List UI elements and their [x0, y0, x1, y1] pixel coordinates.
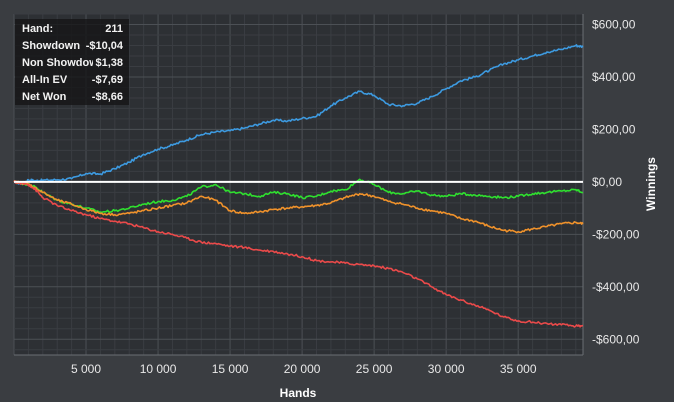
- info-row-hand: Hand: 211: [22, 21, 123, 38]
- x-tick-label: 15 000: [212, 362, 249, 376]
- info-value: -$10,04: [85, 40, 123, 52]
- info-row-net-won: Net Won -$8,66: [22, 89, 123, 106]
- x-tick-label: 20 000: [284, 362, 321, 376]
- info-label: Hand:: [22, 23, 54, 35]
- y-tick-label: -$400,00: [592, 280, 640, 294]
- info-value: $1,38: [95, 57, 123, 69]
- info-row-showdown: Showdown -$10,04: [22, 38, 123, 55]
- x-axis-ticks: 5 000 10 000 15 000 20 000 25 000 30 000 35 00…: [71, 362, 537, 376]
- x-tick-label: 10 000: [140, 362, 177, 376]
- info-label: Net Won: [22, 91, 67, 103]
- y-tick-label: -$600,00: [592, 332, 640, 346]
- hand-info-panel: Hand: 211 Showdown -$10,04 Non Showdown …: [15, 19, 129, 105]
- y-tick-label: -$200,00: [592, 227, 640, 241]
- y-axis-ticks: $600,00 $400,00 $200,00 $0,00 -$200,00 -$400,…: [592, 17, 640, 346]
- info-row-all-in-ev: All-In EV -$7,69: [22, 72, 123, 89]
- x-tick-label: 35 000: [500, 362, 537, 376]
- info-label: All-In EV: [22, 74, 68, 86]
- series-lines: [13, 44, 584, 328]
- x-tick-label: 25 000: [356, 362, 393, 376]
- x-axis-title: Hands: [280, 386, 317, 400]
- y-tick-label: $400,00: [592, 70, 636, 84]
- y-tick-label: $600,00: [592, 17, 636, 31]
- series-line-2: [13, 178, 584, 214]
- info-label: Showdown: [22, 40, 81, 52]
- series-line-4: [13, 180, 584, 328]
- y-tick-label: $0,00: [592, 175, 622, 189]
- y-tick-label: $200,00: [592, 122, 636, 136]
- series-line-3: [13, 180, 584, 234]
- series-line-1: [13, 44, 584, 185]
- info-row-non-showdown: Non Showdown $1,38: [22, 55, 123, 72]
- y-axis-title: Winnings: [644, 157, 658, 211]
- info-value: -$8,66: [91, 91, 123, 103]
- info-label: Non Showdown: [22, 57, 93, 69]
- x-tick-label: 5 000: [71, 362, 101, 376]
- x-tick-label: 30 000: [428, 362, 465, 376]
- info-value: -$7,69: [91, 74, 123, 86]
- info-value: 211: [105, 23, 123, 35]
